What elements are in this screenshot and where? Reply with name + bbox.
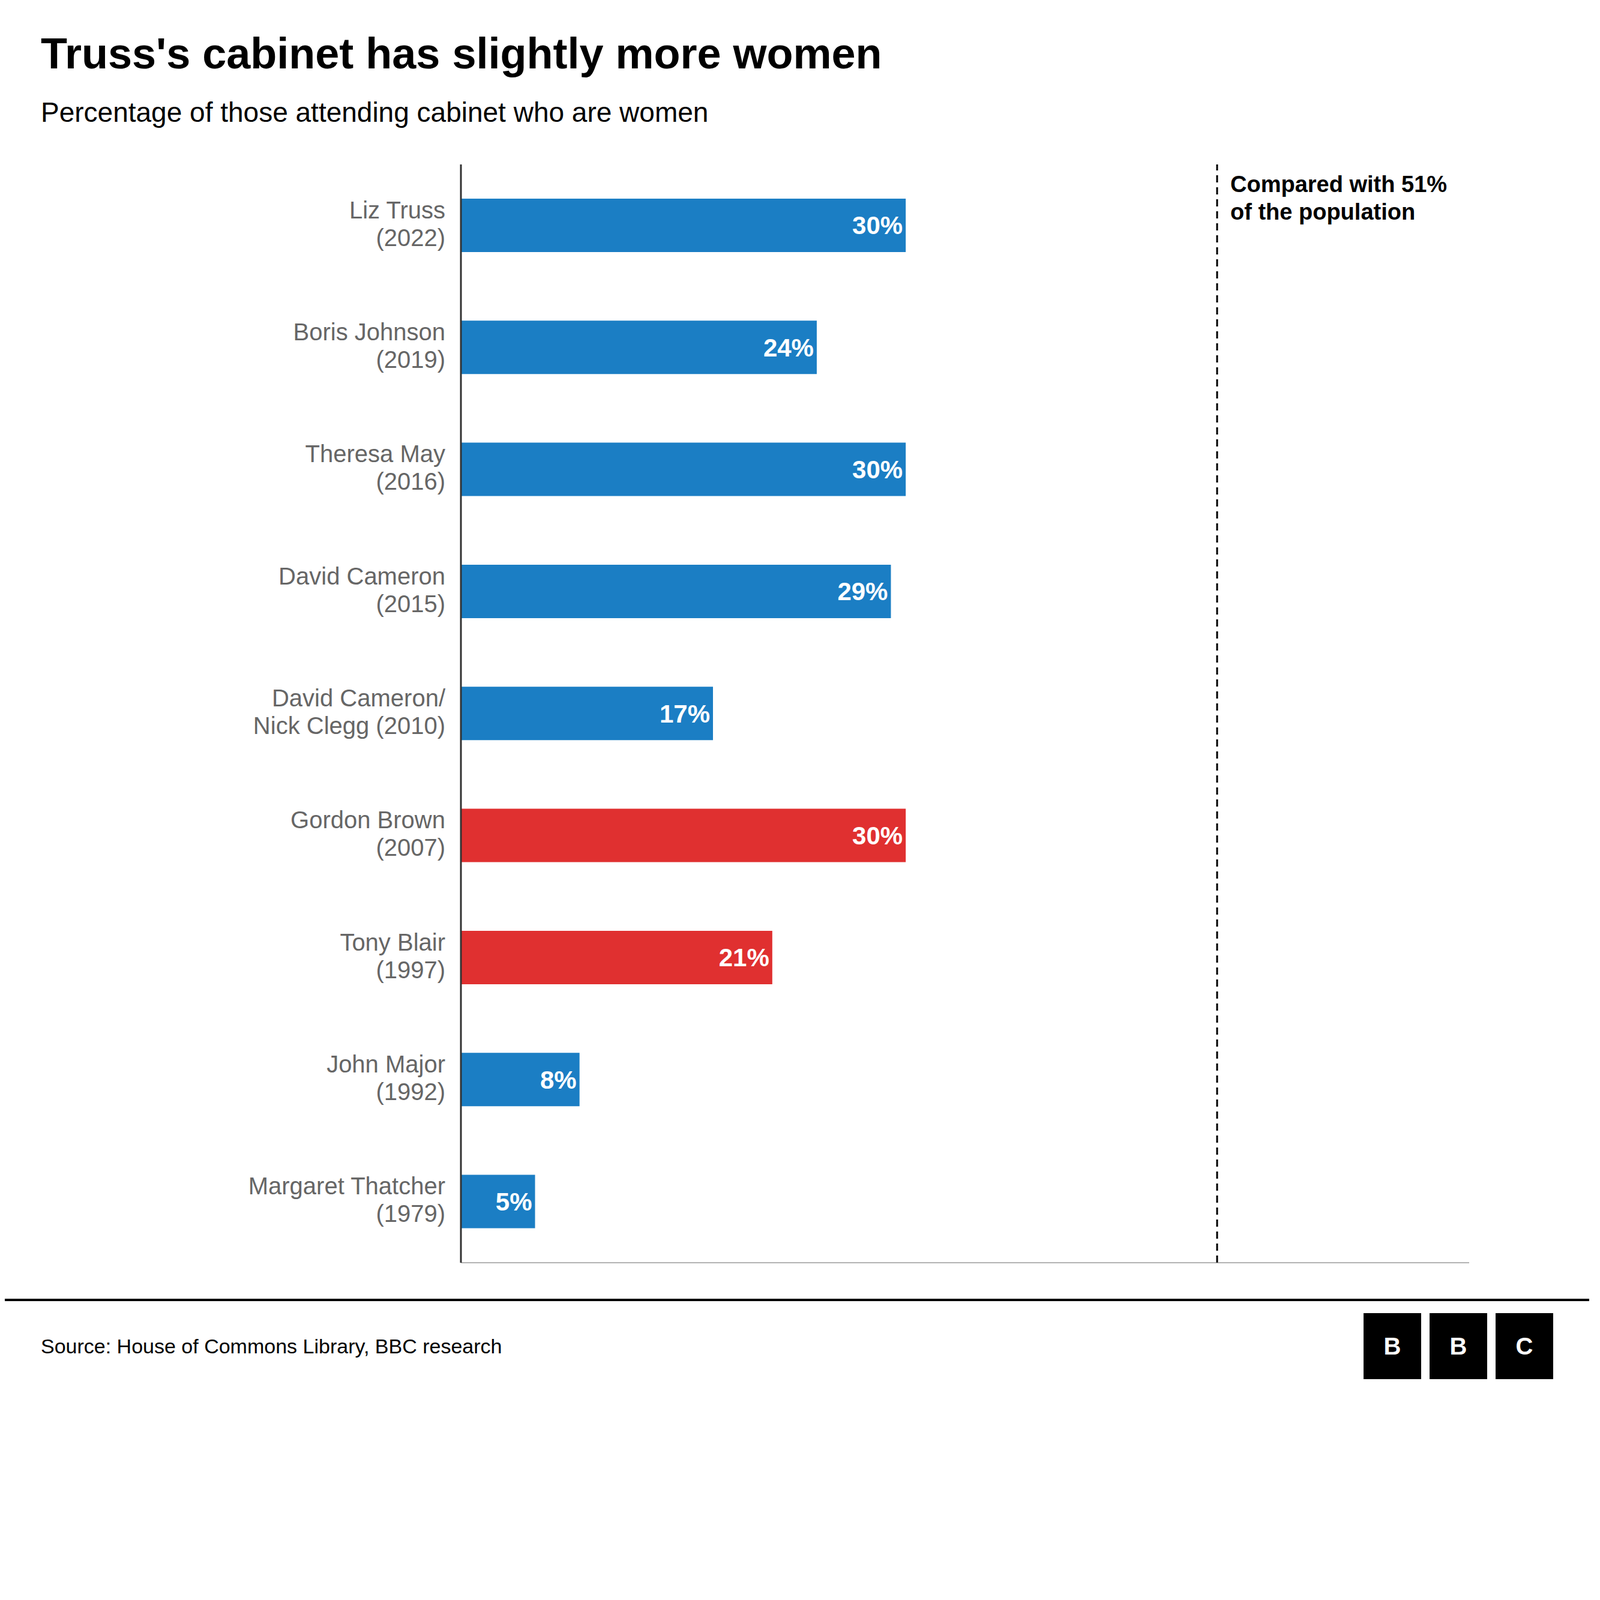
svg-text:Theresa May(2016): Theresa May(2016) xyxy=(305,440,446,495)
svg-text:Compared with 51%of the popula: Compared with 51%of the population xyxy=(1230,171,1447,225)
html-text:B: B xyxy=(1449,1332,1468,1360)
svg-text:17%: 17% xyxy=(659,699,710,728)
svg-text:8%: 8% xyxy=(540,1065,577,1095)
svg-text:Margaret Thatcher(1979): Margaret Thatcher(1979) xyxy=(248,1172,446,1227)
svg-text:30%: 30% xyxy=(852,455,903,484)
svg-text:30%: 30% xyxy=(852,821,903,850)
svg-text:David Cameron(2015): David Cameron(2015) xyxy=(278,562,446,617)
svg-text:Gordon Brown(2007): Gordon Brown(2007) xyxy=(290,806,446,861)
svg-text:John Major(1992): John Major(1992) xyxy=(326,1050,446,1105)
svg-text:5%: 5% xyxy=(495,1187,533,1216)
svg-text:29%: 29% xyxy=(837,577,888,606)
svg-text:David Cameron/Nick Clegg (2010: David Cameron/Nick Clegg (2010) xyxy=(253,684,446,739)
svg-text:Tony Blair(1997): Tony Blair(1997) xyxy=(339,928,446,983)
html-text:Percentage of those attending: Percentage of those attending cabinet wh… xyxy=(40,96,709,128)
html-text:C: C xyxy=(1515,1332,1534,1360)
svg-text:24%: 24% xyxy=(763,333,814,362)
svg-text:30%: 30% xyxy=(852,211,903,240)
svg-text:21%: 21% xyxy=(718,943,770,972)
html-text:Truss's cabinet has slightly m: Truss's cabinet has slightly more women xyxy=(40,29,882,78)
html-text:Source: House of Commons Libra: Source: House of Commons Library, BBC re… xyxy=(40,1334,503,1358)
html-text:B: B xyxy=(1383,1332,1401,1360)
svg-text:Boris Johnson(2019): Boris Johnson(2019) xyxy=(293,318,446,373)
svg-text:Liz Truss(2022): Liz Truss(2022) xyxy=(349,196,446,251)
